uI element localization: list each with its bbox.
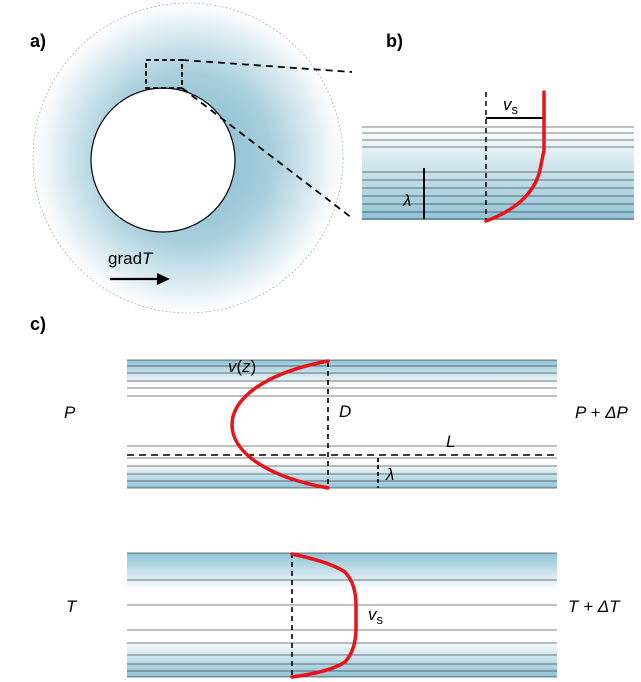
- temperature-right-label: T + ΔT: [568, 597, 621, 616]
- gradient-label: gradT: [108, 249, 154, 268]
- wavelength-label: λ: [402, 191, 411, 210]
- profile-label: v(z): [228, 357, 256, 376]
- panel-c: c) v(z) D L: [30, 314, 628, 677]
- pressure-channel: v(z) D L λ P P + ΔP: [64, 357, 628, 488]
- panel-b: b) vs λ: [362, 31, 634, 221]
- temperature-channel: vs T T + ΔT: [66, 553, 621, 677]
- panel-c-label: c): [30, 314, 46, 334]
- pressure-left-label: P: [64, 403, 76, 422]
- panel-b-label: b): [386, 31, 403, 51]
- panel-a-label: a): [30, 31, 46, 51]
- length-label: L: [446, 432, 455, 451]
- diameter-label: D: [339, 402, 351, 421]
- cylinder: [91, 88, 235, 232]
- pressure-channel-body: [127, 360, 557, 488]
- pressure-right-label: P + ΔP: [575, 403, 628, 422]
- panel-a: a) gradT: [30, 3, 352, 313]
- temperature-left-label: T: [66, 597, 78, 616]
- velocity-label: vs: [503, 95, 519, 117]
- wavelength-label-c: λ: [385, 465, 394, 484]
